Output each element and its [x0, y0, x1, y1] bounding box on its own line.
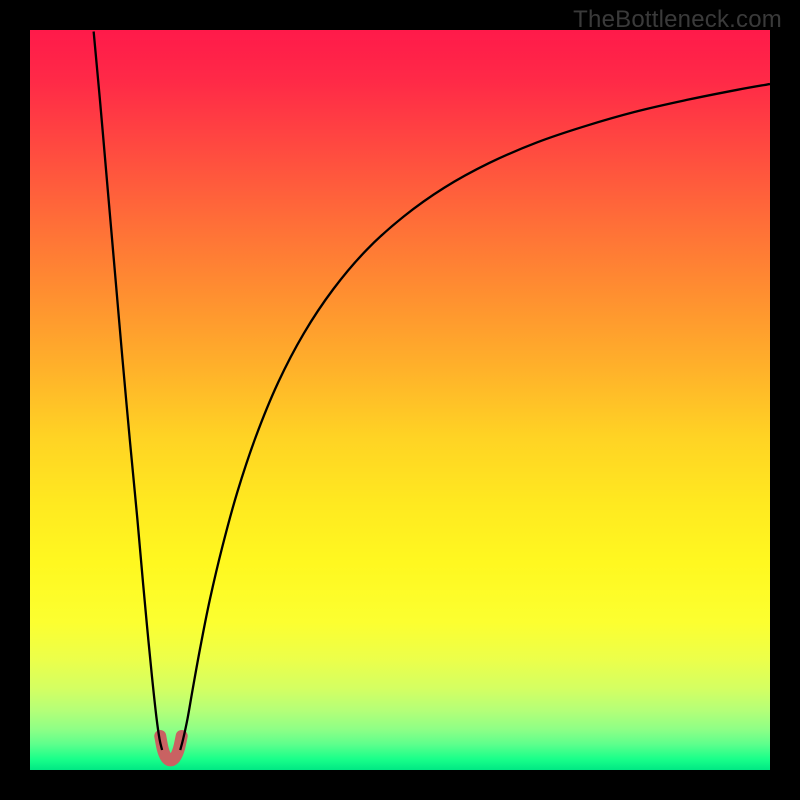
watermark-text: TheBottleneck.com	[573, 6, 782, 34]
bottleneck-plot	[30, 30, 770, 770]
plot-background	[30, 30, 770, 770]
chart-frame: TheBottleneck.com	[0, 0, 800, 800]
